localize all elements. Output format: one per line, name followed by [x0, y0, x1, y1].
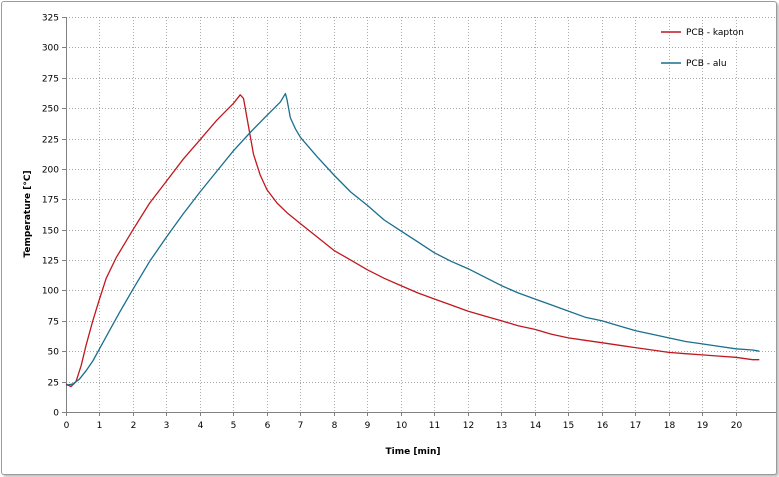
x-tick-label: 14 [530, 421, 542, 431]
x-tick-label: 15 [563, 421, 574, 431]
legend-label-pcb-kapton: PCB - kapton [686, 28, 744, 38]
grid [66, 17, 776, 412]
y-tick-label: 75 [48, 318, 59, 328]
y-tick-label: 250 [42, 105, 59, 115]
x-tick-label: 19 [697, 421, 709, 431]
series-lines [65, 92, 760, 388]
y-tick-label: 0 [53, 409, 59, 419]
y-tick-label: 225 [42, 136, 59, 146]
x-tick-label: 7 [298, 421, 304, 431]
y-tick-label: 100 [42, 287, 59, 297]
y-tick-label: 300 [42, 44, 59, 54]
x-tick-label: 1 [97, 421, 103, 431]
x-tick-label: 18 [664, 421, 676, 431]
y-tick-label: 200 [42, 166, 59, 176]
x-tick-label: 10 [396, 421, 408, 431]
y-tick-label: 175 [42, 196, 59, 206]
x-tick-label: 6 [265, 421, 271, 431]
x-axis-title: Time [min] [386, 447, 441, 457]
series-line-pcb-alu [65, 92, 760, 386]
x-tick-label: 20 [731, 421, 743, 431]
x-tick-label: 3 [164, 421, 170, 431]
y-tick-label: 125 [42, 257, 59, 267]
y-tick-label: 25 [48, 379, 59, 389]
legend: PCB - kapton PCB - alu [661, 28, 744, 69]
x-tick-label: 11 [429, 421, 440, 431]
x-tick-label: 0 [64, 421, 70, 431]
y-tick-label: 275 [42, 75, 59, 85]
x-tick-label: 5 [231, 421, 237, 431]
x-tick-label: 13 [496, 421, 507, 431]
y-axis-title: Temperature [°C] [23, 170, 33, 257]
x-tick-label: 17 [630, 421, 641, 431]
y-tick-label: 50 [48, 348, 60, 358]
y-tick-label: 325 [42, 14, 59, 24]
legend-label-pcb-alu: PCB - alu [686, 59, 727, 69]
x-tick-label: 9 [365, 421, 371, 431]
series-line-pcb-kapton [65, 94, 760, 388]
x-tick-label: 4 [198, 421, 204, 431]
x-tick-label: 12 [463, 421, 474, 431]
x-tick-label: 16 [597, 421, 609, 431]
x-tick-label: 8 [332, 421, 338, 431]
x-tick-label: 2 [131, 421, 137, 431]
y-tick-label: 150 [42, 227, 59, 237]
